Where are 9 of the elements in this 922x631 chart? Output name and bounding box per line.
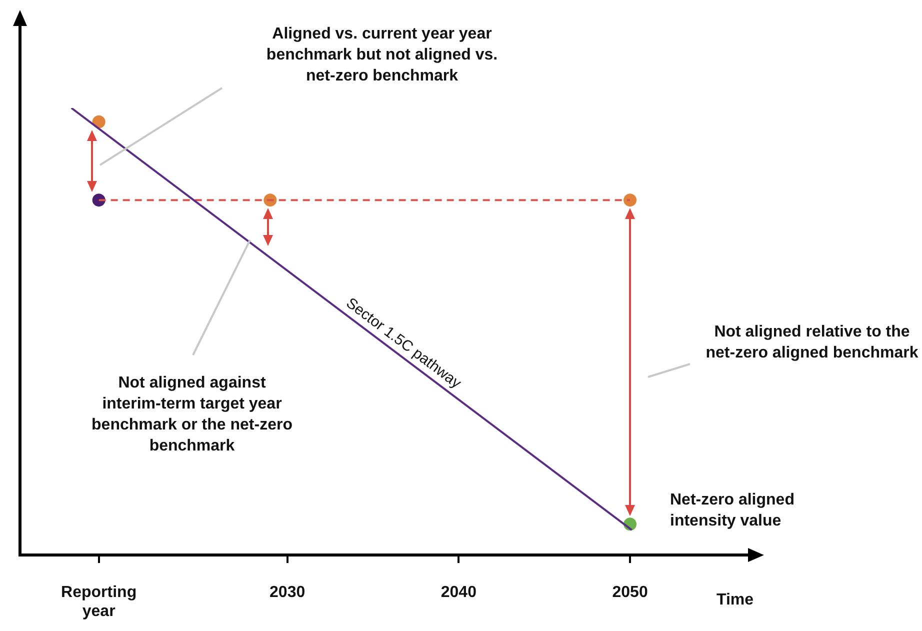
annotation: Not aligned against interim-term target year benchmark or the net-zero benchmark [92,374,293,454]
x-tick-label: 2030 [270,584,306,602]
x-tick-label: 2050 [612,584,648,602]
annotation: Not aligned relative to the net-zero aligned benchmark [706,323,918,362]
x-tick-label: 2040 [440,584,477,602]
annotation: Net-zero aligned intensity value [670,491,794,530]
x-tick-label: Reporting year [61,584,137,620]
x-axis-title: Time [716,591,754,608]
text: Aligned vs. current year year benchmark but not aligned vs. net-zero benchmark [266,25,498,84]
